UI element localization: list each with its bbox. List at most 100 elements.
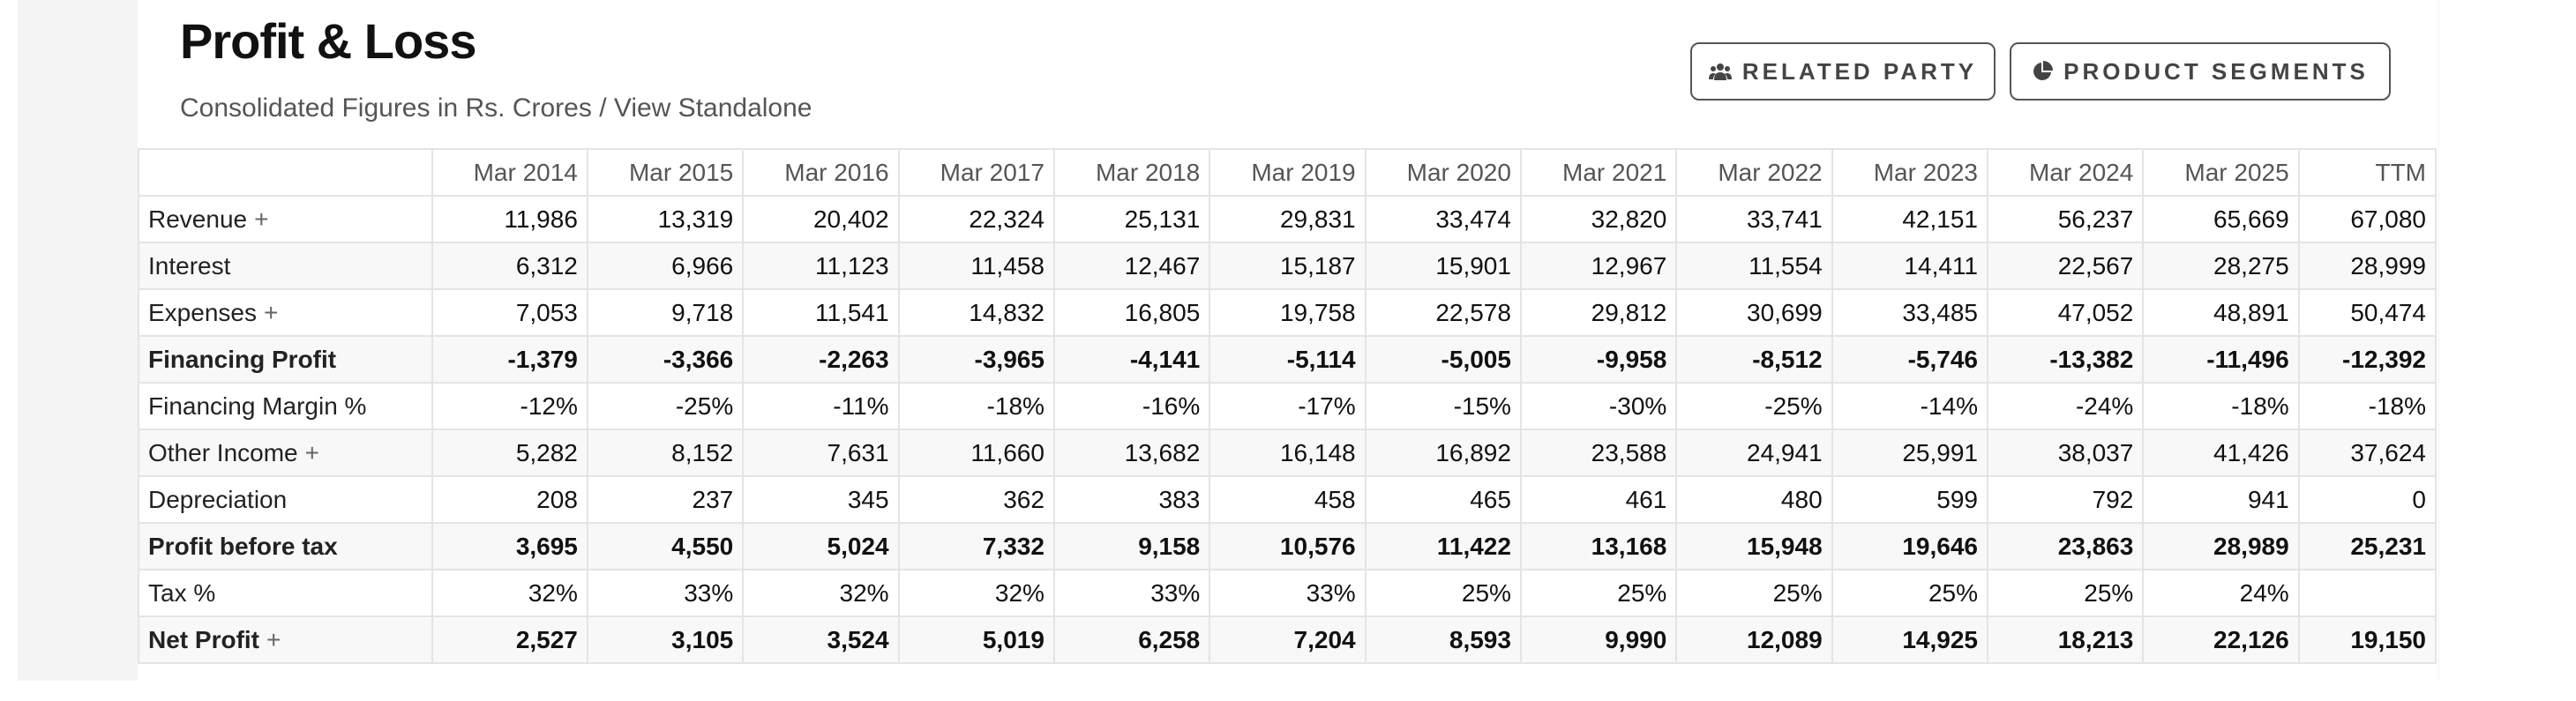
table-cell: 28,275 xyxy=(2142,242,2300,290)
table-cell: -11% xyxy=(742,382,900,430)
table-cell: 3,524 xyxy=(742,615,900,664)
table-cell: 458 xyxy=(1209,475,1367,524)
table-cell: 3,105 xyxy=(586,615,745,664)
expand-icon[interactable]: + xyxy=(263,298,279,326)
expand-icon[interactable]: + xyxy=(266,625,281,653)
table-cell: 41,426 xyxy=(2142,429,2300,477)
table-cell: -8,512 xyxy=(1675,335,1833,384)
row-label-cell: Financing Profit xyxy=(138,335,433,384)
expand-icon[interactable]: + xyxy=(304,438,319,466)
table-cell: 28,999 xyxy=(2297,242,2437,290)
pie-chart-icon xyxy=(2032,61,2054,82)
table-cell: 33% xyxy=(1052,569,1211,617)
profit-loss-section: Profit & Loss Consolidated Figures in Rs… xyxy=(138,0,2438,681)
table-cell: 25,231 xyxy=(2297,522,2437,570)
table-cell: 24,941 xyxy=(1675,429,1833,477)
table-cell: 2,527 xyxy=(431,615,588,664)
table-cell: 208 xyxy=(431,475,588,524)
table-cell: 9,718 xyxy=(586,288,745,337)
row-label-cell[interactable]: Other Income + xyxy=(138,429,433,477)
table-cell: 0 xyxy=(2297,475,2437,524)
row-label-cell: Interest xyxy=(138,242,433,290)
table-cell xyxy=(2297,569,2437,617)
table-cell: 12,467 xyxy=(1052,242,1211,290)
column-header-label xyxy=(138,148,433,197)
column-header: Mar 2020 xyxy=(1364,148,1522,197)
column-header: Mar 2024 xyxy=(1986,148,2145,197)
column-header: Mar 2022 xyxy=(1675,148,1833,197)
column-header: Mar 2015 xyxy=(586,148,745,197)
row-label: Net Profit xyxy=(148,625,259,653)
table-cell: 16,148 xyxy=(1209,429,1367,477)
users-icon xyxy=(1708,62,1732,81)
table-cell: 28,989 xyxy=(2142,522,2300,570)
table-cell: -18% xyxy=(897,382,1055,430)
row-label-cell[interactable]: Revenue + xyxy=(138,195,433,243)
table-cell: 15,187 xyxy=(1209,242,1367,290)
row-label: Expenses xyxy=(148,298,257,326)
table-cell: -25% xyxy=(1675,382,1833,430)
table-row: Interest 6,312 6,966 11,123 11,458 12,467 15,1… xyxy=(138,242,2437,290)
table-cell: 22,126 xyxy=(2142,615,2300,664)
table-cell: 6,258 xyxy=(1052,615,1211,664)
product-segments-button[interactable]: PRODUCT SEGMENTS xyxy=(2010,42,2391,101)
table-cell: 7,631 xyxy=(742,429,900,477)
column-header: Mar 2018 xyxy=(1052,148,1211,197)
related-party-button[interactable]: RELATED PARTY xyxy=(1690,42,1996,101)
row-label: Financing Margin % xyxy=(148,392,367,420)
table-cell: 33,474 xyxy=(1364,195,1522,243)
table-cell: 6,312 xyxy=(431,242,588,290)
table-row: Other Income +5,282 8,152 7,631 11,660 13,682… xyxy=(138,429,2437,477)
table-header-row: Mar 2014 Mar 2015 Mar 2016 Mar 2017 Mar 2018… xyxy=(138,148,2437,197)
table-cell: 8,593 xyxy=(1364,615,1522,664)
row-label-cell[interactable]: Expenses + xyxy=(138,288,433,337)
table-cell: 11,458 xyxy=(897,242,1055,290)
table-cell: 25,131 xyxy=(1052,195,1211,243)
table-cell: 33% xyxy=(586,569,745,617)
column-header: Mar 2021 xyxy=(1519,148,1678,197)
table-cell: 3,695 xyxy=(431,522,588,570)
table-cell: 24% xyxy=(2142,569,2300,617)
page-subtitle[interactable]: Consolidated Figures in Rs. Crores / Vie… xyxy=(180,93,812,123)
table-cell: -14% xyxy=(1831,382,1988,430)
table-cell: 5,024 xyxy=(742,522,900,570)
table-cell: 20,402 xyxy=(742,195,900,243)
table-cell: 5,019 xyxy=(897,615,1055,664)
table-cell: 11,123 xyxy=(742,242,900,290)
row-label: Revenue xyxy=(148,205,248,233)
row-label: Other Income xyxy=(148,438,298,466)
table-cell: 11,422 xyxy=(1364,522,1522,570)
table-cell: 6,966 xyxy=(586,242,745,290)
table-cell: 14,832 xyxy=(897,288,1055,337)
table-cell: 7,053 xyxy=(431,288,588,337)
table-cell: 25% xyxy=(1675,569,1833,617)
table-cell: 13,168 xyxy=(1519,522,1678,570)
table-cell: -9,958 xyxy=(1519,335,1678,384)
related-party-label: RELATED PARTY xyxy=(1741,57,1978,85)
table-cell: 599 xyxy=(1831,475,1988,524)
table-row: Expenses +7,053 9,718 11,541 14,832 16,805 19,… xyxy=(138,288,2437,337)
table-cell: 29,831 xyxy=(1209,195,1367,243)
column-header: Mar 2016 xyxy=(742,148,900,197)
table-cell: 56,237 xyxy=(1986,195,2145,243)
table-cell: -18% xyxy=(2297,382,2437,430)
table-cell: 65,669 xyxy=(2142,195,2300,243)
expand-icon[interactable]: + xyxy=(254,205,269,233)
table-cell: -17% xyxy=(1209,382,1367,430)
table-row: Profit before tax 3,695 4,550 5,024 7,332 9,1… xyxy=(138,522,2437,570)
table-cell: 461 xyxy=(1519,475,1678,524)
table-cell: 29,812 xyxy=(1519,288,1678,337)
table-cell: 10,576 xyxy=(1209,522,1367,570)
row-label-cell: Tax % xyxy=(138,569,433,617)
table-cell: -15% xyxy=(1364,382,1522,430)
table-cell: -24% xyxy=(1986,382,2145,430)
table-cell: 25% xyxy=(1986,569,2145,617)
table-cell: 33,485 xyxy=(1831,288,1988,337)
table-cell: 42,151 xyxy=(1831,195,1988,243)
table-cell: 383 xyxy=(1052,475,1211,524)
row-label-cell[interactable]: Net Profit + xyxy=(138,615,433,664)
table-cell: 22,324 xyxy=(897,195,1055,243)
row-label: Tax % xyxy=(148,578,216,607)
table-row: Financing Profit -1,379 -3,366 -2,263 -3,965… xyxy=(138,335,2437,384)
product-segments-label: PRODUCT SEGMENTS xyxy=(2063,57,2369,85)
